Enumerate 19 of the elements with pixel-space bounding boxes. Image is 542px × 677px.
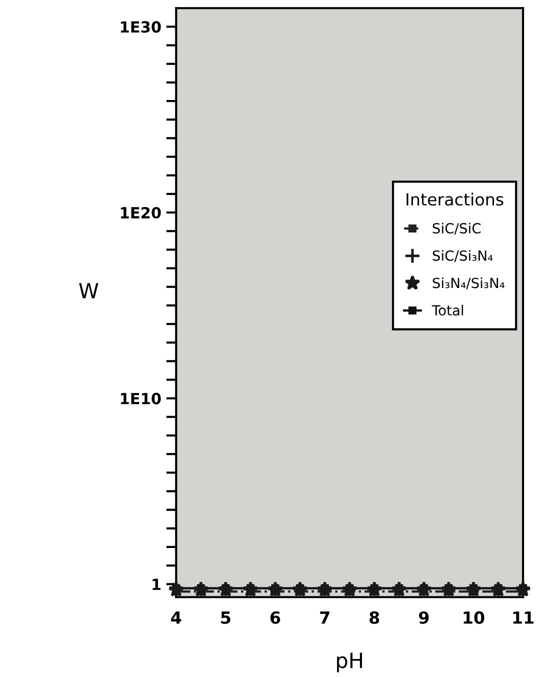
legend-label: SiC/SiC [432,222,481,235]
y-tick-label: 1 [152,578,161,590]
x-tick-label: 7 [320,612,330,624]
x-tick-label: 9 [418,611,429,624]
y-tick-label: 1E30 [120,21,161,33]
x-tick-label: 5 [221,612,230,624]
x-tick-label: 6 [270,611,280,624]
legend-label: Si₃N₄/Si₃N₄ [432,277,505,290]
x-tick-label: 4 [171,612,182,624]
y-tick-label: 1E20 [120,206,161,219]
x-axis-title: pH [337,652,362,672]
legend-label: SiC/Si₃N₄ [432,250,493,262]
legend-label: Total [432,304,464,316]
y-axis-title: W [79,283,98,298]
x-tick-label: 11 [513,612,534,624]
legend-title: Interactions [406,192,504,206]
x-tick-label: 10 [464,611,484,624]
y-tick-label: 1E10 [120,392,161,404]
x-tick-label: 8 [370,611,380,624]
